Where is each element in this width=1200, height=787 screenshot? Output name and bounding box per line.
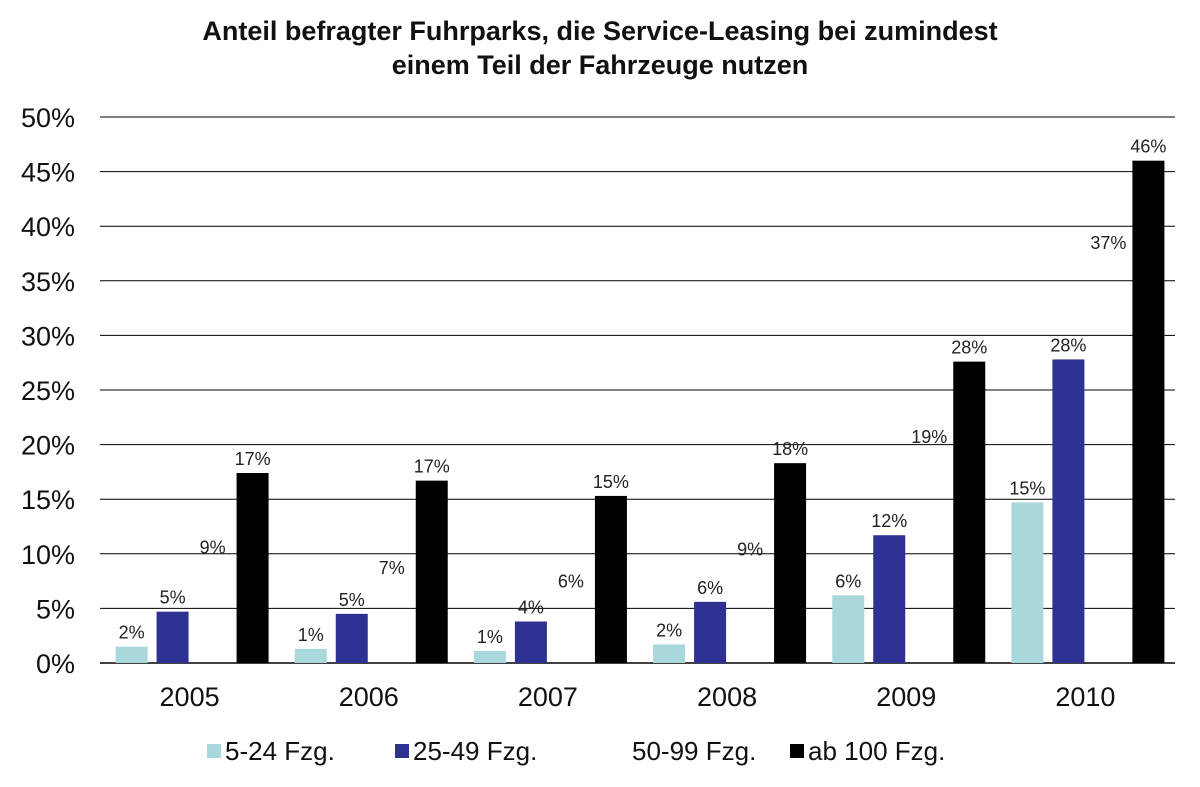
data-label: 7% (379, 558, 405, 578)
y-tick-label: 30% (21, 321, 75, 351)
y-tick-label: 35% (21, 267, 75, 297)
data-label: 37% (1090, 233, 1126, 253)
legend-label: 5-24 Fzg. (225, 736, 335, 766)
data-label: 9% (737, 540, 763, 560)
x-tick-label: 2008 (697, 682, 757, 712)
bar (115, 646, 148, 663)
chart-title-line-1: Anteil befragter Fuhrparks, die Service-… (202, 16, 998, 46)
y-tick-label: 50% (21, 103, 75, 133)
bar (335, 613, 368, 663)
data-label: 5% (160, 588, 186, 608)
bar (236, 472, 269, 663)
data-label: 6% (558, 571, 584, 591)
data-label: 19% (911, 427, 947, 447)
data-label: 28% (1050, 335, 1086, 355)
y-tick-label: 15% (21, 485, 75, 515)
legend-swatch (395, 744, 409, 758)
x-tick-label: 2010 (1055, 682, 1115, 712)
bar (873, 535, 906, 663)
y-tick-label: 20% (21, 431, 75, 461)
y-tick-label: 10% (21, 540, 75, 570)
y-tick-label: 0% (36, 649, 75, 679)
data-label: 4% (518, 598, 544, 618)
data-label: 17% (414, 457, 450, 477)
bar (832, 595, 865, 663)
legend-swatch (790, 744, 804, 758)
legend-label: 25-49 Fzg. (413, 736, 537, 766)
bar (953, 361, 986, 663)
bar (694, 601, 727, 663)
bar (1052, 359, 1085, 663)
x-tick-label: 2006 (339, 682, 399, 712)
bar (294, 648, 327, 663)
bar (774, 463, 807, 663)
data-label: 1% (298, 625, 324, 645)
bar (594, 495, 627, 663)
bar (473, 650, 506, 663)
x-tick-label: 2005 (160, 682, 220, 712)
legend-label: 50-99 Fzg. (632, 736, 756, 766)
x-tick-label: 2007 (518, 682, 578, 712)
bar (1132, 160, 1165, 663)
x-tick-label: 2009 (876, 682, 936, 712)
data-label: 9% (200, 537, 226, 557)
data-label: 2% (119, 623, 145, 643)
chart-title-line-2: einem Teil der Fahrzeuge nutzen (391, 50, 809, 80)
y-tick-label: 5% (36, 594, 75, 624)
data-label: 17% (235, 449, 271, 469)
bar (514, 621, 547, 663)
data-label: 2% (656, 620, 682, 640)
data-label: 1% (477, 627, 503, 647)
data-label: 18% (772, 439, 808, 459)
y-tick-label: 25% (21, 376, 75, 406)
data-label: 46% (1130, 137, 1166, 157)
y-tick-label: 40% (21, 212, 75, 242)
legend-label: ab 100 Fzg. (808, 736, 945, 766)
data-label: 28% (951, 338, 987, 358)
data-label: 12% (871, 511, 907, 531)
y-tick-label: 45% (21, 158, 75, 188)
bar (156, 611, 189, 663)
bar (415, 480, 448, 663)
legend-swatch (207, 744, 221, 758)
data-label: 6% (835, 571, 861, 591)
data-label: 5% (339, 590, 365, 610)
data-label: 15% (593, 472, 629, 492)
bar (653, 644, 686, 663)
data-label: 6% (697, 578, 723, 598)
data-label: 15% (1009, 478, 1045, 498)
bar (1011, 502, 1044, 663)
